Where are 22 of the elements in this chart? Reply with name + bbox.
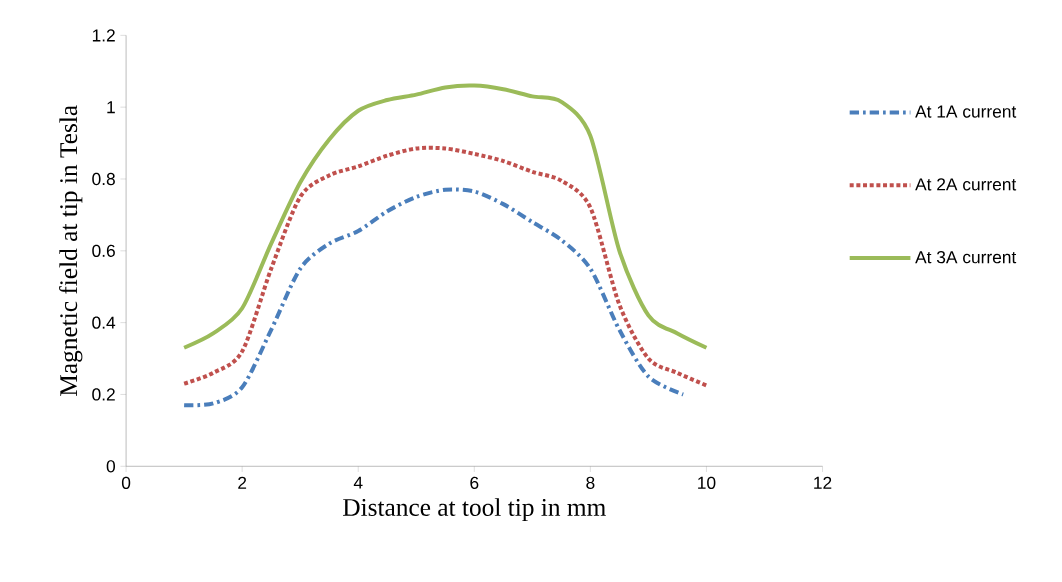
x-tick-label: 0 xyxy=(121,476,131,490)
y-axis-title: Magnetic field at tip in Tesla xyxy=(59,105,83,397)
legend-label: At 1A current xyxy=(915,105,1017,118)
x-tick-label: 8 xyxy=(586,476,595,490)
y-tick-label: 1.2 xyxy=(92,29,115,42)
y-tick-label: 0 xyxy=(106,460,116,473)
x-tick-label: 10 xyxy=(698,476,716,490)
legend-label: At 3A current xyxy=(915,251,1017,264)
y-tick-label: 0.2 xyxy=(92,388,115,401)
line-series xyxy=(182,187,686,408)
x-axis-title: Distance at tool tip in mm xyxy=(343,498,606,522)
x-tick-label: 12 xyxy=(814,476,832,489)
y-tick-label: 0.8 xyxy=(92,173,115,186)
line-series xyxy=(182,83,709,350)
y-tick-label: 0.4 xyxy=(92,316,116,329)
y-tick-label: 1 xyxy=(107,101,115,114)
legend-label: At 2A current xyxy=(915,178,1017,191)
line-series xyxy=(182,145,709,388)
x-tick-label: 2 xyxy=(238,476,247,489)
x-tick-label: 6 xyxy=(470,476,479,490)
x-tick-label: 4 xyxy=(353,476,363,489)
y-tick-label: 0.6 xyxy=(92,244,115,258)
